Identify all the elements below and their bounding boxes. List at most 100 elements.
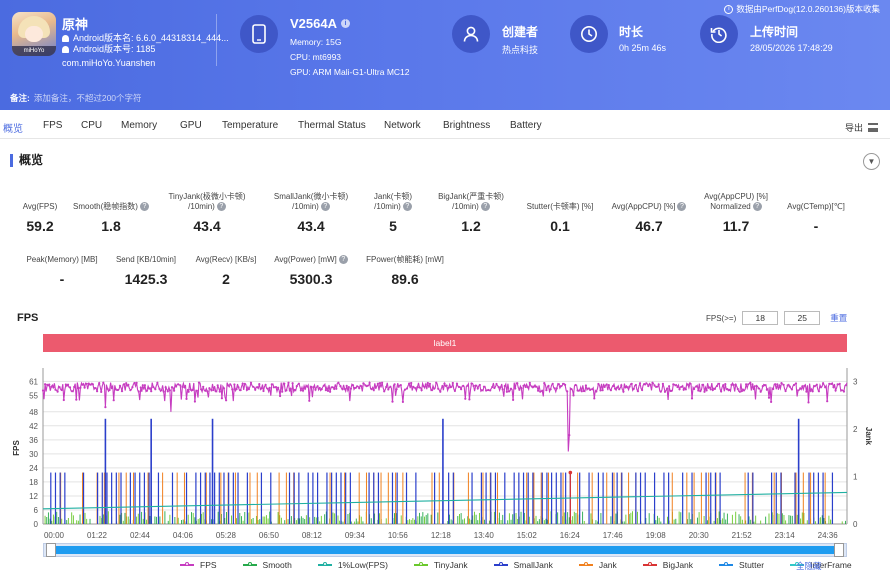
metric-card: SmallJank(微小卡顿)/10min)? 43.4 <box>266 190 356 234</box>
tab-overview[interactable]: 概览 <box>3 124 23 135</box>
fps-point <box>582 389 586 393</box>
fps-point <box>366 384 369 387</box>
fps-point <box>414 387 417 390</box>
tab-temperature[interactable]: Temperature <box>222 120 279 131</box>
device-gpu: GPU: ARM Mali-G1-Ultra MC12 <box>290 67 410 77</box>
fps-point <box>58 386 61 389</box>
chart-scroll-range[interactable] <box>52 546 838 554</box>
tab-brightness[interactable]: Brightness <box>443 120 491 131</box>
tab-battery[interactable]: Battery <box>510 120 542 131</box>
fps-point <box>329 390 332 393</box>
fps-point <box>335 387 338 390</box>
fps-point <box>599 389 602 392</box>
fps-point <box>786 384 789 387</box>
fps-point <box>464 397 467 400</box>
fps-point <box>607 384 610 387</box>
fps-point <box>545 389 548 392</box>
fps-point <box>701 383 704 386</box>
help-icon[interactable]: ? <box>216 202 226 212</box>
fps-point <box>832 386 835 389</box>
fps-point <box>154 388 157 391</box>
help-icon[interactable]: ? <box>139 202 149 212</box>
fps-point <box>129 389 132 392</box>
note-row[interactable]: 备注: 添加备注，不超过200个字符 <box>10 92 142 104</box>
fps-point <box>295 385 298 388</box>
legend-swatch <box>242 562 257 566</box>
info-icon: i <box>724 4 734 14</box>
tab-fps[interactable]: FPS <box>43 120 63 131</box>
legend-swatch <box>790 562 805 566</box>
fps-point <box>520 387 523 390</box>
tab-network[interactable]: Network <box>384 120 421 131</box>
fps-point <box>125 382 128 385</box>
tab-memory[interactable]: Memory <box>121 120 158 131</box>
help-icon[interactable]: ? <box>752 202 762 212</box>
tab-bar: 概览 FPS CPU Memory GPU Temperature Therma… <box>0 113 890 139</box>
note-input[interactable]: 添加备注，不超过200个字符 <box>33 93 142 103</box>
legend-item[interactable]: InterFrame <box>790 560 852 570</box>
fps-point <box>71 390 74 393</box>
fps-threshold-input-2[interactable] <box>784 311 821 325</box>
fps-point <box>562 382 565 385</box>
fps-point <box>826 400 829 403</box>
legend-item[interactable]: FPS <box>180 560 217 570</box>
fps-point <box>645 382 648 385</box>
fps-point <box>345 384 348 387</box>
legend-label: InterFrame <box>810 560 852 570</box>
tab-gpu[interactable]: GPU <box>180 120 202 131</box>
legend-label: BigJank <box>662 560 694 570</box>
app-name: 原神 <box>62 17 89 32</box>
export-button[interactable]: 导出 <box>845 121 878 134</box>
fps-point <box>518 388 521 391</box>
fps-point <box>306 385 309 388</box>
fps-point <box>568 434 571 437</box>
fps-point <box>742 389 746 392</box>
fps-point <box>564 383 567 386</box>
header-divider <box>216 14 217 66</box>
help-icon[interactable]: ? <box>677 202 687 212</box>
fps-point <box>181 385 184 388</box>
hide-all-button[interactable]: 全隐藏 <box>796 561 822 571</box>
fps-point <box>339 385 342 388</box>
help-icon[interactable]: ? <box>402 202 412 212</box>
fps-point <box>699 390 702 393</box>
info-icon[interactable]: i <box>340 19 350 28</box>
fps-threshold-input-1[interactable] <box>742 311 779 325</box>
fps-point <box>711 388 714 392</box>
fps-point <box>56 390 59 393</box>
metric-label: Avg(Power) [mW]? <box>266 243 356 265</box>
fps-point <box>104 406 107 409</box>
fps-point <box>262 389 265 393</box>
clock-icon <box>570 15 608 53</box>
fps-point <box>772 387 775 391</box>
fps-point <box>102 381 105 384</box>
reset-button[interactable]: 重置 <box>830 313 848 323</box>
fps-point <box>549 388 552 391</box>
fps-point <box>624 386 627 389</box>
help-icon[interactable]: ? <box>320 202 330 212</box>
help-icon[interactable]: ? <box>338 255 348 265</box>
tab-cpu[interactable]: CPU <box>81 120 103 131</box>
fps-point <box>487 388 490 392</box>
metric-card: BigJank(严重卡顿)/10min)? 1.2 <box>426 190 516 234</box>
legend-item[interactable]: SmallJank <box>493 560 553 570</box>
scroll-handle-left[interactable] <box>46 543 56 557</box>
tab-thermal-status[interactable]: Thermal Status <box>298 120 366 131</box>
metric-value: 1425.3 <box>124 271 168 287</box>
legend-item[interactable]: TinyJank <box>413 560 468 570</box>
legend-item[interactable]: Jank <box>578 560 617 570</box>
legend-item[interactable]: Stutter <box>719 560 764 570</box>
legend-item[interactable]: 1%Low(FPS) <box>317 560 388 570</box>
fps-point <box>320 388 323 391</box>
fps-point <box>412 385 415 388</box>
help-icon[interactable]: ? <box>480 202 490 212</box>
collapse-button[interactable]: ▼ <box>863 153 880 170</box>
chart-legend: FPS Smooth 1%Low(FPS) TinyJank SmallJank Jank… <box>180 560 852 570</box>
fps-point <box>759 390 762 393</box>
fps-point <box>81 383 84 386</box>
legend-item[interactable]: BigJank <box>642 560 694 570</box>
legend-item[interactable]: Smooth <box>242 560 292 570</box>
scroll-handle-right[interactable] <box>834 543 844 557</box>
label-bar[interactable]: label1 <box>43 334 847 352</box>
